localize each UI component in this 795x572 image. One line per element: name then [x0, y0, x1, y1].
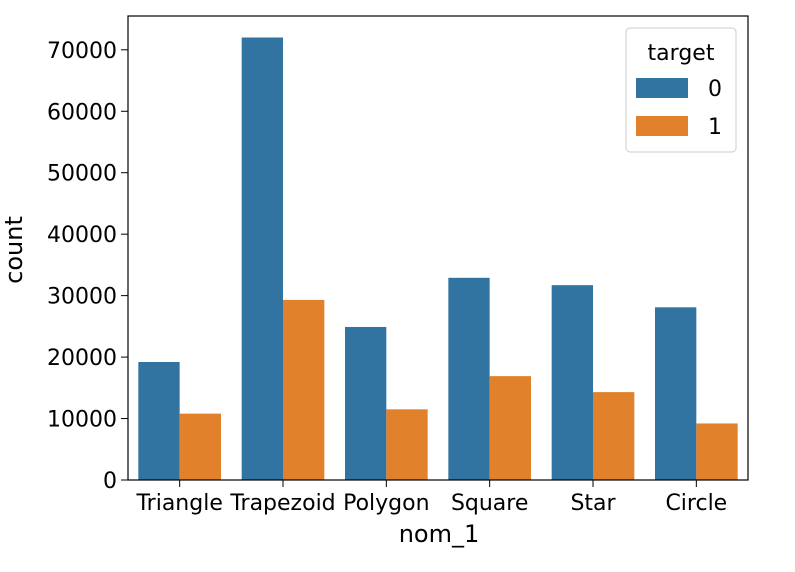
y-tick-label: 60000: [47, 100, 117, 125]
x-axis-label: nom_1: [399, 520, 480, 548]
bars-group: [138, 37, 738, 480]
bar-triangle-target-1: [179, 413, 221, 480]
bar-polygon-target-0: [345, 326, 387, 480]
bar-circle-target-1: [696, 423, 738, 480]
legend-label-1: 1: [708, 115, 722, 140]
y-tick-label: 20000: [47, 346, 117, 371]
x-tick-label-trapezoid: Trapezoid: [229, 491, 335, 516]
y-axis: 0 10000 20000 30000 40000 50000 60000 70000: [47, 39, 128, 494]
x-tick-label-triangle: Triangle: [135, 491, 222, 516]
bar-polygon-target-1: [386, 409, 428, 480]
bar-trapezoid-target-1: [283, 299, 325, 480]
legend: target 0 1: [625, 27, 737, 153]
x-tick-label-circle: Circle: [665, 491, 727, 516]
x-tick-label-star: Star: [570, 491, 616, 516]
x-axis: Triangle Trapezoid Polygon Square Star Circle: [135, 480, 727, 516]
y-tick-label: 0: [103, 469, 117, 494]
legend-label-0: 0: [708, 77, 722, 102]
y-tick-label: 70000: [47, 39, 117, 64]
y-tick-label: 30000: [47, 285, 117, 310]
legend-swatch-1: [636, 116, 688, 136]
bar-triangle-target-0: [138, 362, 180, 480]
bar-square-target-1: [489, 376, 531, 480]
y-tick-label: 40000: [47, 223, 117, 248]
legend-swatch-0: [636, 78, 688, 98]
bar-circle-target-0: [655, 307, 697, 480]
bar-square-target-0: [448, 277, 490, 480]
legend-title: target: [648, 41, 715, 66]
plot-frame: [127, 15, 749, 481]
y-tick-label: 50000: [47, 162, 117, 187]
bar-star-target-1: [593, 392, 635, 480]
y-tick-label: 10000: [47, 408, 117, 433]
bar-star-target-0: [551, 285, 593, 480]
x-tick-label-square: Square: [451, 491, 528, 516]
x-tick-label-polygon: Polygon: [343, 491, 429, 516]
bar-trapezoid-target-0: [241, 37, 283, 480]
y-axis-label: count: [0, 216, 28, 284]
